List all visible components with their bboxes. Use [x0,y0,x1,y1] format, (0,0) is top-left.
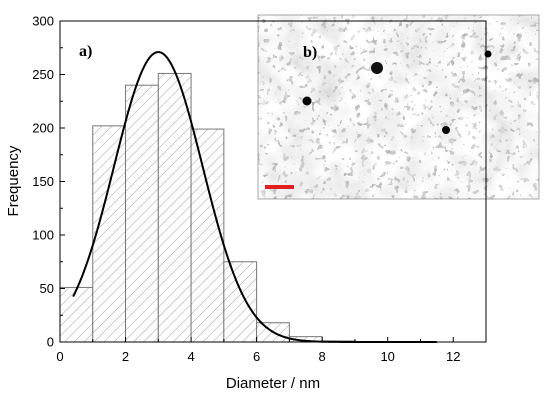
y-tick-label-5: 250 [32,67,54,82]
y-tick-label-2: 100 [32,228,54,243]
histogram-bar-3 [157,72,192,343]
y-axis-label: Frequency [5,145,22,216]
histogram-bar-2 [125,84,159,343]
x-tick-label-4: 8 [319,349,326,364]
x-tick-label-5: 10 [380,349,394,364]
histogram-bars [59,72,356,343]
x-tick-label-2: 4 [187,349,194,364]
y-tick-label-1: 50 [40,281,54,296]
x-tick-label-1: 2 [122,349,129,364]
tem-inset-image [257,14,540,200]
y-tick-label-6: 300 [32,14,54,29]
histogram-bar-5 [223,261,258,343]
x-tick-label-6: 12 [446,349,460,364]
y-axis-ticks: 0 50 100 150 200 250 300 [32,14,65,350]
y-tick-label-3: 150 [32,174,54,189]
histogram-bar-1 [92,125,127,343]
x-tick-label-3: 6 [253,349,260,364]
x-axis-ticks: 0 2 4 6 8 10 12 [56,337,460,364]
histogram-bar-4 [190,128,225,343]
plot-axes: 0 2 4 6 8 10 12 0 50 100 150 200 250 300 [32,14,487,364]
x-tick-label-0: 0 [56,349,63,364]
panel-label-a: a) [79,43,92,60]
y-tick-label-4: 200 [32,121,54,136]
y-tick-label-0: 0 [47,335,54,350]
panel-label-b: b) [303,44,317,61]
histogram-bar-0 [59,286,94,343]
x-axis-label: Diameter / nm [226,375,320,392]
